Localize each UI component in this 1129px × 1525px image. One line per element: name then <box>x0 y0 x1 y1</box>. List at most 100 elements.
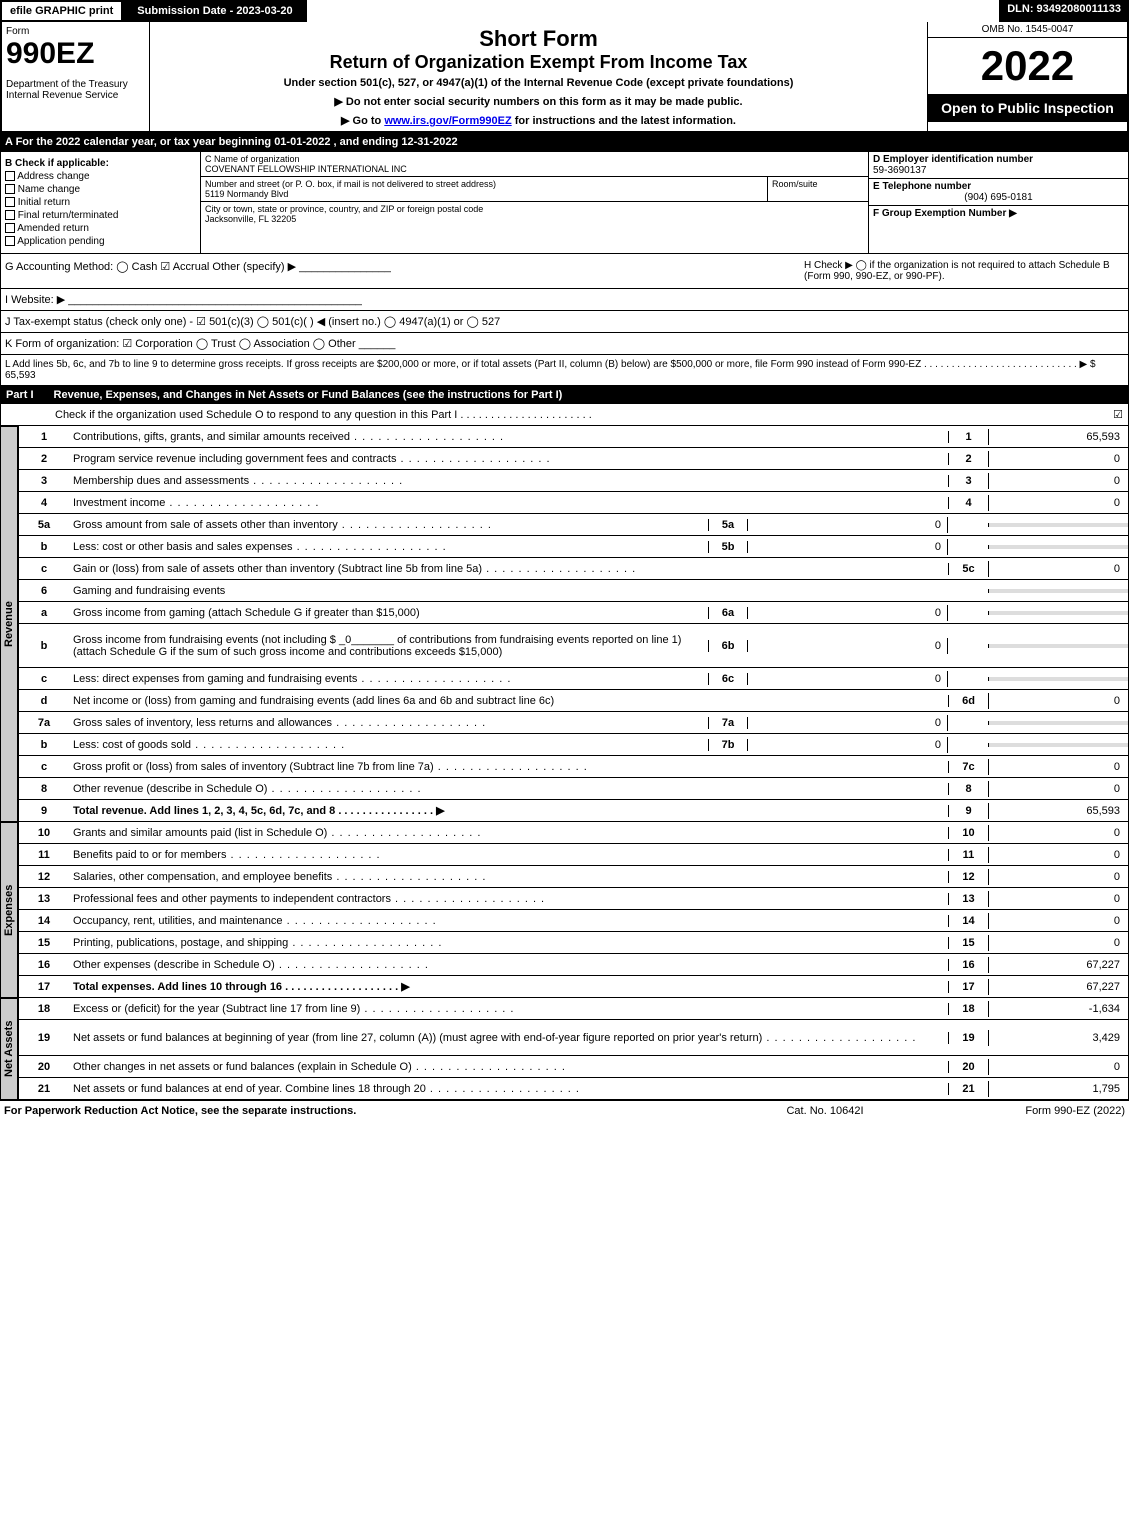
line-j: J Tax-exempt status (check only one) - ☑… <box>0 311 1129 333</box>
phone-value: (904) 695-0181 <box>873 192 1124 203</box>
chk-name-change[interactable]: Name change <box>5 184 196 195</box>
form-number: 990EZ <box>6 37 145 71</box>
org-name-cell: C Name of organization COVENANT FELLOWSH… <box>201 152 868 177</box>
row-6c: cLess: direct expenses from gaming and f… <box>18 668 1129 690</box>
cat-no: Cat. No. 10642I <box>725 1105 925 1117</box>
row-6: 6Gaming and fundraising events <box>18 580 1129 602</box>
line-k: K Form of organization: ☑ Corporation ◯ … <box>0 333 1129 355</box>
row-11: 11Benefits paid to or for members110 <box>18 844 1129 866</box>
goto-post: for instructions and the latest informat… <box>512 115 736 127</box>
chk-amended-return[interactable]: Amended return <box>5 223 196 234</box>
line-a-tax-year: A For the 2022 calendar year, or tax yea… <box>0 133 1129 151</box>
row-2: 2Program service revenue including gover… <box>18 448 1129 470</box>
chk-initial-return[interactable]: Initial return <box>5 197 196 208</box>
chk-final-return[interactable]: Final return/terminated <box>5 210 196 221</box>
ein-label: D Employer identification number <box>873 154 1033 165</box>
expenses-section: Expenses 10Grants and similar amounts pa… <box>0 822 1129 998</box>
department-label: Department of the Treasury Internal Reve… <box>6 79 145 101</box>
subtitle: Under section 501(c), 527, or 4947(a)(1)… <box>154 77 923 89</box>
warning-line: ▶ Do not enter social security numbers o… <box>154 95 923 108</box>
row-5a: 5aGross amount from sale of assets other… <box>18 514 1129 536</box>
row-6a: aGross income from gaming (attach Schedu… <box>18 602 1129 624</box>
line-g-h: G Accounting Method: ◯ Cash ☑ Accrual Ot… <box>0 254 1129 289</box>
row-17: 17Total expenses. Add lines 10 through 1… <box>18 976 1129 998</box>
open-to-public: Open to Public Inspection <box>928 94 1127 122</box>
title-short-form: Short Form <box>154 26 923 52</box>
form-ref: Form 990-EZ (2022) <box>925 1105 1125 1117</box>
org-address-cell: Number and street (or P. O. box, if mail… <box>201 177 768 201</box>
paperwork-notice: For Paperwork Reduction Act Notice, see … <box>4 1105 725 1117</box>
revenue-side-label: Revenue <box>0 426 18 822</box>
row-20: 20Other changes in net assets or fund ba… <box>18 1056 1129 1078</box>
header-row: Form 990EZ Department of the Treasury In… <box>0 22 1129 133</box>
phone-cell: E Telephone number (904) 695-0181 <box>869 179 1128 206</box>
group-exemption-label: F Group Exemption Number ▶ <box>873 208 1017 219</box>
line-g: G Accounting Method: ◯ Cash ☑ Accrual Ot… <box>5 260 804 282</box>
header-right: OMB No. 1545-0047 2022 Open to Public In… <box>927 22 1127 131</box>
addr-label: Number and street (or P. O. box, if mail… <box>205 179 496 189</box>
expenses-side-label: Expenses <box>0 822 18 998</box>
row-13: 13Professional fees and other payments t… <box>18 888 1129 910</box>
row-12: 12Salaries, other compensation, and empl… <box>18 866 1129 888</box>
revenue-section: Revenue 1Contributions, gifts, grants, a… <box>0 426 1129 822</box>
page-footer: For Paperwork Reduction Act Notice, see … <box>0 1100 1129 1121</box>
goto-pre: ▶ Go to <box>341 115 384 127</box>
title-return: Return of Organization Exempt From Incom… <box>154 52 923 73</box>
line-i: I Website: ▶ ___________________________… <box>0 289 1129 311</box>
net-assets-section: Net Assets 18Excess or (deficit) for the… <box>0 998 1129 1100</box>
row-6b: bGross income from fundraising events (n… <box>18 624 1129 668</box>
row-5b: bLess: cost or other basis and sales exp… <box>18 536 1129 558</box>
line-h: H Check ▶ ◯ if the organization is not r… <box>804 260 1124 282</box>
omb-number: OMB No. 1545-0047 <box>928 22 1127 38</box>
row-6d: dNet income or (loss) from gaming and fu… <box>18 690 1129 712</box>
net-assets-side-label: Net Assets <box>0 998 18 1100</box>
row-5c: cGain or (loss) from sale of assets othe… <box>18 558 1129 580</box>
ein-cell: D Employer identification number 59-3690… <box>869 152 1128 179</box>
row-19: 19Net assets or fund balances at beginni… <box>18 1020 1129 1056</box>
row-7c: cGross profit or (loss) from sales of in… <box>18 756 1129 778</box>
row-14: 14Occupancy, rent, utilities, and mainte… <box>18 910 1129 932</box>
row-16: 16Other expenses (describe in Schedule O… <box>18 954 1129 976</box>
org-city-cell: City or town, state or province, country… <box>201 201 868 226</box>
line-l: L Add lines 5b, 6c, and 7b to line 9 to … <box>0 355 1129 386</box>
row-18: 18Excess or (deficit) for the year (Subt… <box>18 998 1129 1020</box>
tax-year: 2022 <box>928 38 1127 94</box>
dln-number: DLN: 93492080011133 <box>999 0 1129 22</box>
row-8: 8Other revenue (describe in Schedule O)8… <box>18 778 1129 800</box>
part-i-title: Revenue, Expenses, and Changes in Net As… <box>54 389 563 401</box>
irs-link[interactable]: www.irs.gov/Form990EZ <box>384 115 511 127</box>
part-i-check-line: Check if the organization used Schedule … <box>0 404 1129 426</box>
row-7b: bLess: cost of goods sold7b0 <box>18 734 1129 756</box>
phone-label: E Telephone number <box>873 181 971 192</box>
header-center: Short Form Return of Organization Exempt… <box>150 22 927 131</box>
org-name-value: COVENANT FELLOWSHIP INTERNATIONAL INC <box>205 164 407 174</box>
chk-address-change[interactable]: Address change <box>5 171 196 182</box>
row-7a: 7aGross sales of inventory, less returns… <box>18 712 1129 734</box>
part-i-header: Part I Revenue, Expenses, and Changes in… <box>0 386 1129 404</box>
city-value: Jacksonville, FL 32205 <box>205 214 296 224</box>
chk-application-pending[interactable]: Application pending <box>5 236 196 247</box>
row-15: 15Printing, publications, postage, and s… <box>18 932 1129 954</box>
box-c: C Name of organization COVENANT FELLOWSH… <box>201 152 868 253</box>
row-10: 10Grants and similar amounts paid (list … <box>18 822 1129 844</box>
row-3: 3Membership dues and assessments30 <box>18 470 1129 492</box>
org-info-section: B Check if applicable: Address change Na… <box>0 151 1129 254</box>
room-suite-cell: Room/suite <box>768 177 868 201</box>
ein-value: 59-3690137 <box>873 165 926 176</box>
row-21: 21Net assets or fund balances at end of … <box>18 1078 1129 1100</box>
group-exemption-cell: F Group Exemption Number ▶ <box>869 206 1128 221</box>
form-990ez-page: efile GRAPHIC print Submission Date - 20… <box>0 0 1129 1121</box>
addr-value: 5119 Normandy Blvd <box>205 189 288 199</box>
top-bar: efile GRAPHIC print Submission Date - 20… <box>0 0 1129 22</box>
box-b-title: B Check if applicable: <box>5 158 196 169</box>
header-left: Form 990EZ Department of the Treasury In… <box>2 22 150 131</box>
goto-line: ▶ Go to www.irs.gov/Form990EZ for instru… <box>154 114 923 127</box>
form-word: Form <box>6 26 145 37</box>
submission-date: Submission Date - 2023-03-20 <box>123 0 306 22</box>
row-9: 9Total revenue. Add lines 1, 2, 3, 4, 5c… <box>18 800 1129 822</box>
org-name-label: C Name of organization <box>205 154 300 164</box>
box-d-e-f: D Employer identification number 59-3690… <box>868 152 1128 253</box>
efile-print-label: efile GRAPHIC print <box>0 0 123 22</box>
box-b: B Check if applicable: Address change Na… <box>1 152 201 253</box>
spacer <box>307 0 1000 22</box>
